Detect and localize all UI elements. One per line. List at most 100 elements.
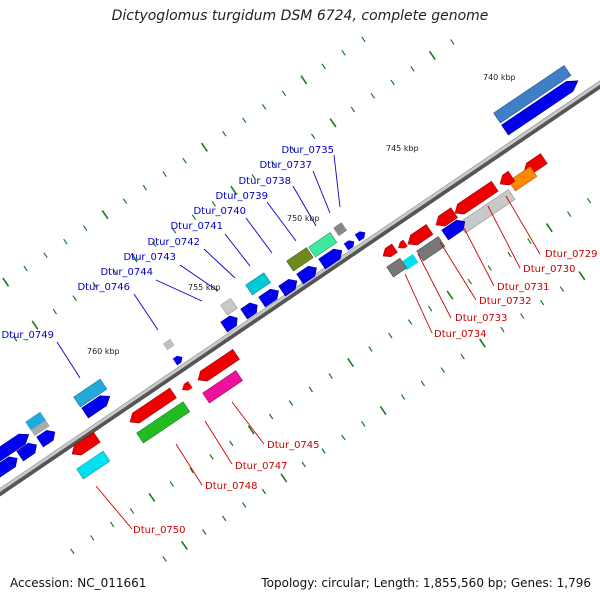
gene-arrow-fwd[interactable] <box>278 276 301 297</box>
scale-tick <box>586 197 592 204</box>
gene-block-0737[interactable] <box>308 232 338 258</box>
gene-arrow-rev[interactable] <box>405 224 434 248</box>
scale-tick <box>70 548 75 555</box>
gene-arrow-fwd[interactable] <box>36 427 59 448</box>
scale-tick <box>427 305 433 312</box>
scale-tick <box>182 157 187 164</box>
gene-label[interactable]: Dtur_0744 <box>100 267 153 278</box>
gene-block-0735[interactable] <box>333 222 348 237</box>
map-title: Dictyoglomus turgidum DSM 6724, complete… <box>111 8 489 24</box>
scale-tick <box>388 332 393 339</box>
scale-tick <box>341 49 346 56</box>
gene-arrow-fwd[interactable] <box>172 354 185 366</box>
gene-label[interactable]: Dtur_0737 <box>259 160 312 171</box>
gene-arrow-fwd[interactable] <box>258 286 282 308</box>
gene-label[interactable]: Dtur_0742 <box>147 237 200 248</box>
scale-tick <box>321 448 326 454</box>
scale-tick <box>350 106 356 113</box>
gene-block-740[interactable] <box>493 65 572 124</box>
gene-block-0747-top[interactable] <box>162 338 175 351</box>
gene-block-gray-left[interactable] <box>29 417 50 437</box>
scale-tick <box>545 223 553 233</box>
scale-tick <box>180 540 188 551</box>
gene-arrow-fwd[interactable] <box>0 430 32 464</box>
gene-block-0742[interactable] <box>245 272 271 296</box>
gene-arrow-rev[interactable] <box>396 239 408 252</box>
gene-label[interactable]: Dtur_0745 <box>267 440 320 451</box>
gene-block-0738[interactable] <box>286 247 314 272</box>
gene-arrow-rev[interactable] <box>180 381 193 393</box>
gene-label[interactable]: Dtur_0732 <box>479 296 532 307</box>
scale-tick <box>300 75 308 85</box>
gene-arrow-fwd[interactable] <box>81 391 114 419</box>
gene-label[interactable]: Dtur_0749 <box>1 330 54 341</box>
scale-tick <box>43 252 48 258</box>
gene-block-0745[interactable] <box>202 370 243 404</box>
scale-tick <box>162 556 167 562</box>
gene-block-0732[interactable] <box>416 236 446 262</box>
gene-label[interactable]: Dtur_0747 <box>235 461 288 472</box>
gene-arrow-rev[interactable] <box>127 387 177 427</box>
scale-tick <box>222 515 227 522</box>
scale-tick <box>291 146 296 153</box>
scale-label: 760 kbp <box>87 347 120 356</box>
gene-arrow-fwd-below[interactable] <box>441 217 469 241</box>
gene-arrow-rev[interactable] <box>497 170 516 189</box>
scale-tick <box>241 502 247 508</box>
scale-tick <box>109 521 115 528</box>
scale-tick <box>467 278 472 285</box>
scale-tick <box>271 160 276 167</box>
gene-arrow-fwd[interactable] <box>354 229 368 242</box>
gene-block-cyan-left[interactable] <box>25 411 46 431</box>
gene-arrow-rev[interactable] <box>69 431 101 459</box>
gene-arrow-fwd[interactable] <box>220 313 241 333</box>
gene-block-0749[interactable] <box>73 378 108 408</box>
gene-label[interactable]: Dtur_0731 <box>497 282 550 293</box>
gene-label[interactable]: Dtur_0735 <box>281 145 334 156</box>
gene-arrow-fwd[interactable] <box>318 246 346 270</box>
scale-tick <box>12 335 18 342</box>
gene-block-orange[interactable] <box>508 166 538 192</box>
gene-arrow-rev[interactable] <box>452 180 499 218</box>
gene-label[interactable]: Dtur_0740 <box>193 206 246 217</box>
scale-label: 740 kbp <box>483 73 516 82</box>
scale-tick <box>247 425 255 435</box>
gene-label[interactable]: Dtur_0739 <box>215 191 268 202</box>
scale-tick <box>479 338 486 348</box>
gene-label[interactable]: Dtur_0738 <box>238 176 291 187</box>
gene-label[interactable]: Dtur_0743 <box>123 252 176 263</box>
gene-label[interactable]: Dtur_0750 <box>133 525 186 536</box>
gene-arrow-fwd[interactable] <box>296 263 320 285</box>
gene-label[interactable]: Dtur_0734 <box>434 329 487 340</box>
scale-tick <box>83 225 88 232</box>
gene-label[interactable]: Dtur_0741 <box>170 221 223 232</box>
gene-label[interactable]: Dtur_0746 <box>77 282 130 293</box>
gene-block-0750[interactable] <box>76 450 111 480</box>
gene-block-0746[interactable] <box>220 297 238 316</box>
gene-label[interactable]: Dtur_0730 <box>523 264 576 275</box>
gene-arrow-rev[interactable] <box>433 207 458 230</box>
scale-tick <box>63 238 68 245</box>
scale-tick <box>31 320 39 330</box>
gene-arrow-fwd[interactable] <box>16 440 40 462</box>
gene-block-0734[interactable] <box>386 257 407 278</box>
scale-tick <box>52 308 58 315</box>
scale-tick <box>460 353 465 360</box>
gene-block-0748[interactable] <box>136 401 191 444</box>
scale-tick <box>222 130 227 137</box>
scale-tick <box>72 295 77 302</box>
gene-label[interactable]: Dtur_0748 <box>205 481 258 492</box>
gene-arrow-fwd[interactable] <box>240 300 261 320</box>
gene-arrow-fwd[interactable] <box>0 453 21 480</box>
scale-tick <box>200 142 208 152</box>
gene-label[interactable]: Dtur_0729 <box>545 249 598 260</box>
gene-arrow-fwd[interactable] <box>343 238 357 251</box>
gene-arrow-fwd[interactable] <box>501 76 582 136</box>
scale-tick <box>261 103 267 110</box>
scale-tick <box>189 467 194 474</box>
scale-tick <box>2 277 10 287</box>
gene-label[interactable]: Dtur_0733 <box>455 313 508 324</box>
gene-arrow-rev[interactable] <box>380 243 398 260</box>
scale-tick <box>169 481 174 487</box>
gene-arrow-rev[interactable] <box>195 348 240 385</box>
